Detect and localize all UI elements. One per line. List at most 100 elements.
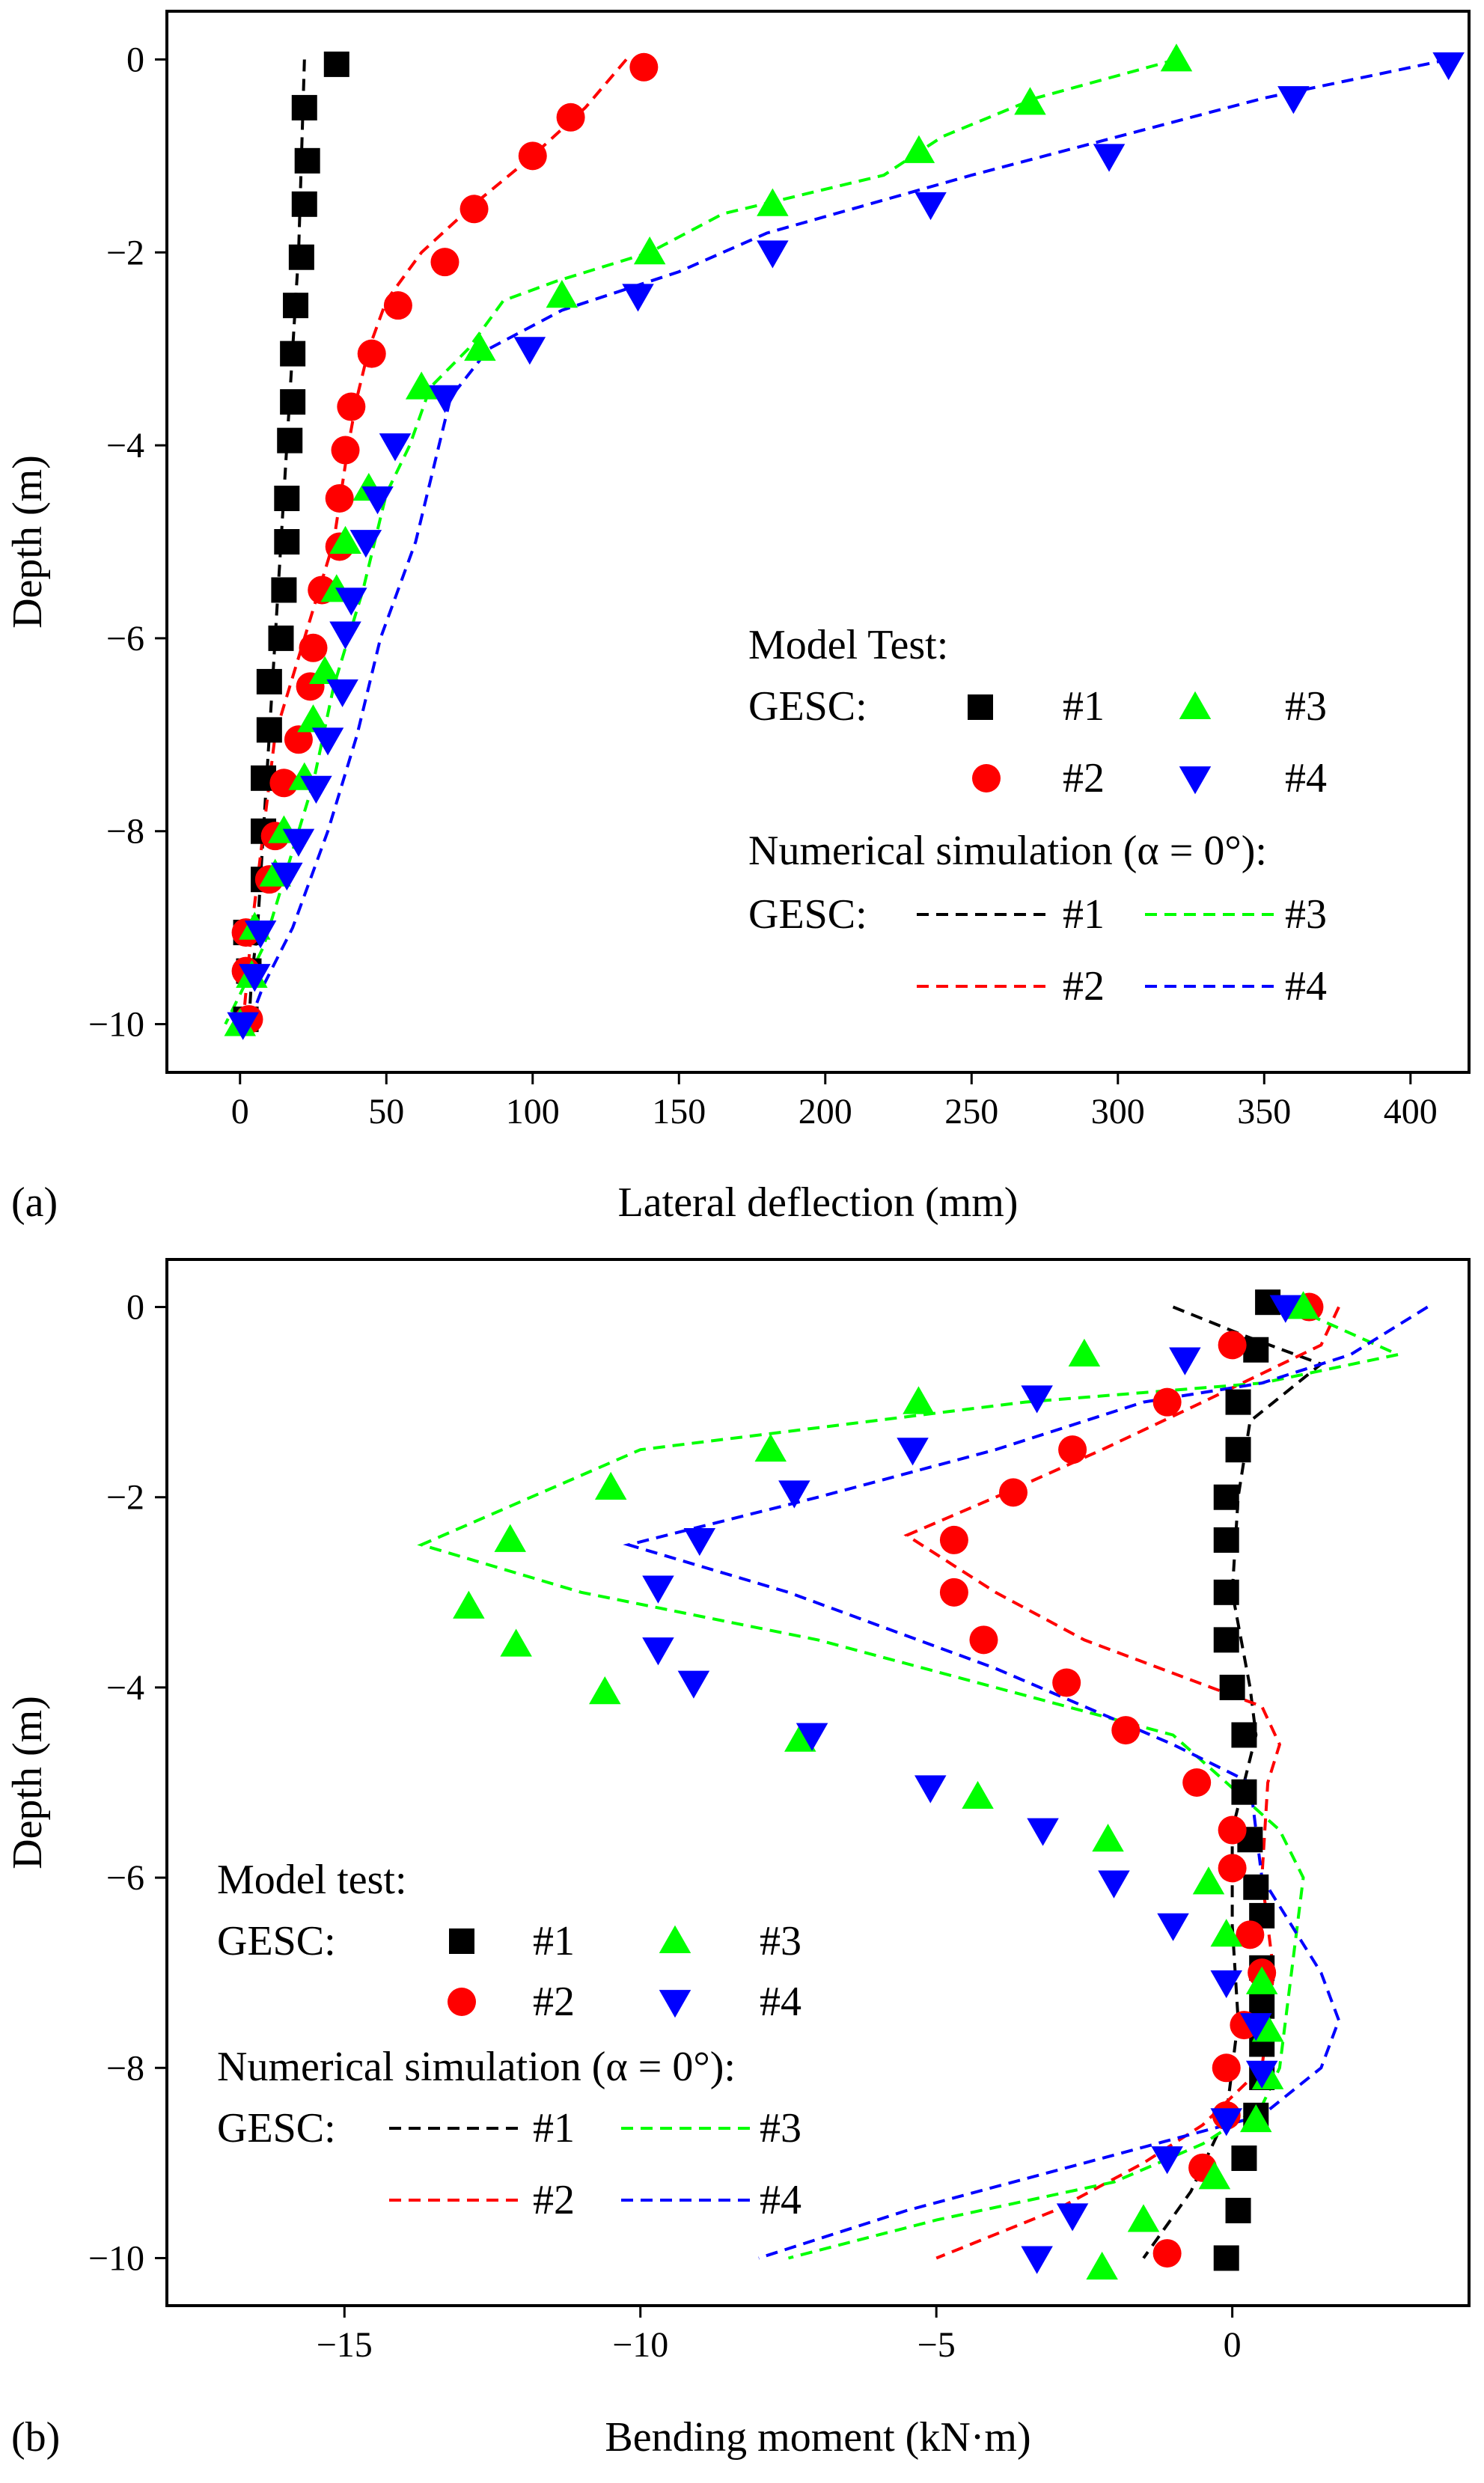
- test-series-3: [453, 1291, 1319, 2280]
- x-tick-label: 200: [799, 1092, 852, 1131]
- data-point-2: [1236, 1920, 1265, 1949]
- y-tick-label: −6: [106, 619, 144, 659]
- legend-sim-entry-4: #4: [1285, 963, 1327, 1010]
- legend-marker-4: [1179, 766, 1212, 795]
- data-point-4: [1277, 86, 1310, 114]
- panel-b-legend: Model test: GESC: #1 #3 #2 #4 Numerical …: [217, 1857, 801, 2223]
- data-point-4: [326, 679, 358, 708]
- data-point-4: [513, 337, 546, 365]
- data-point-1: [1231, 1722, 1257, 1748]
- data-point-3: [1251, 2014, 1284, 2042]
- data-point-2: [459, 195, 489, 224]
- sim-line-4: [247, 58, 1450, 1025]
- data-point-1: [280, 340, 306, 367]
- y-tick-label: 0: [126, 40, 144, 79]
- data-point-4: [349, 530, 382, 558]
- data-point-3: [494, 1524, 526, 1552]
- data-point-3: [464, 332, 496, 361]
- panel-b-y-title: Depth (m): [4, 1696, 51, 1869]
- data-point-4: [311, 727, 344, 756]
- sim-line-4: [623, 1305, 1429, 2260]
- y-tick-label: −10: [88, 2238, 144, 2278]
- data-point-3: [297, 704, 329, 733]
- data-point-1: [1213, 1527, 1239, 1553]
- legend-b-marker-1: [449, 1928, 474, 1954]
- legend-b-sim-entry-2: #2: [533, 2177, 575, 2223]
- data-point-1: [1213, 1627, 1239, 1653]
- legend-entry-4: #4: [1285, 755, 1327, 801]
- data-point-2: [939, 1578, 968, 1607]
- panel-b-x-ticks: −15 −10 −5 0: [317, 2306, 1242, 2365]
- legend-b-sim-title: Numerical simulation (α = 0°):: [217, 2044, 736, 2090]
- panel-a-y-ticks: 0 −2 −4 −6 −8 −10: [88, 40, 167, 1045]
- data-point-1: [1219, 1674, 1245, 1700]
- legend-marker-shape: [968, 694, 993, 720]
- legend-b-sim-entry-4: #4: [760, 2177, 801, 2223]
- y-tick-label: −6: [106, 1858, 144, 1898]
- panel-b-test-points: [453, 1289, 1324, 2280]
- legend-marker-3: [1179, 691, 1212, 719]
- legend-entry-2: #2: [1063, 755, 1105, 801]
- data-point-2: [999, 1478, 1027, 1507]
- data-point-3: [903, 135, 935, 163]
- data-point-2: [1182, 1768, 1212, 1797]
- legend-b-marker-2: [448, 1988, 476, 2016]
- data-point-4: [1056, 2203, 1089, 2232]
- data-point-3: [405, 371, 438, 400]
- data-point-1: [1225, 1437, 1251, 1463]
- data-point-4: [622, 284, 654, 312]
- y-tick-label: −8: [106, 812, 144, 852]
- data-point-4: [361, 486, 394, 515]
- data-point-4: [642, 1637, 674, 1666]
- data-point-3: [1210, 1919, 1242, 1947]
- legend-b-entry-3: #3: [760, 1918, 801, 1964]
- x-tick-label: −5: [917, 2325, 956, 2365]
- data-point-1: [291, 94, 317, 120]
- data-point-3: [757, 188, 789, 216]
- data-point-2: [1052, 1668, 1081, 1697]
- panel-a-label: (a): [11, 1179, 58, 1226]
- data-point-4: [914, 192, 947, 221]
- data-point-2: [629, 52, 659, 82]
- data-point-1: [274, 529, 300, 555]
- data-point-4: [1210, 1970, 1242, 1999]
- data-point-2: [1218, 1331, 1247, 1360]
- data-point-1: [1225, 1389, 1251, 1415]
- legend-b-entry-2: #2: [533, 1979, 575, 2025]
- data-point-1: [1213, 1579, 1239, 1605]
- data-point-3: [1198, 2161, 1231, 2190]
- legend-b-entry-4: #4: [760, 1979, 801, 2025]
- data-point-2: [518, 141, 547, 171]
- legend-sim-entry-3: #3: [1285, 891, 1327, 938]
- data-point-3: [589, 1676, 621, 1705]
- data-point-1: [277, 427, 303, 453]
- data-point-1: [294, 147, 320, 174]
- data-point-4: [244, 920, 277, 949]
- data-point-4: [1269, 1295, 1302, 1323]
- data-point-2: [1152, 1387, 1182, 1417]
- data-point-1: [256, 717, 282, 743]
- sim-line-3: [224, 58, 1177, 1025]
- legend-sim-entry-1: #1: [1063, 891, 1105, 938]
- legend-b-sim-entry-3: #3: [760, 2105, 801, 2151]
- data-point-3: [962, 1780, 994, 1809]
- legend-sim-title: Numerical simulation (α = 0°):: [748, 828, 1267, 874]
- x-tick-label: 300: [1091, 1092, 1145, 1131]
- data-point-3: [1014, 87, 1046, 115]
- data-point-4: [642, 1575, 674, 1604]
- data-point-4: [757, 240, 789, 269]
- data-point-3: [633, 236, 666, 265]
- data-point-1: [323, 51, 349, 77]
- test-series-4: [642, 1295, 1302, 2274]
- data-point-1: [1231, 1779, 1257, 1805]
- data-point-1: [1213, 1484, 1239, 1510]
- data-point-4: [1021, 2246, 1053, 2274]
- data-point-1: [1225, 2197, 1251, 2223]
- x-tick-label: −15: [317, 2325, 373, 2365]
- data-point-3: [1068, 1338, 1101, 1367]
- data-point-2: [1152, 2239, 1182, 2268]
- panel-b-x-title: Bending moment (kN·m): [605, 2414, 1030, 2461]
- x-tick-label: 100: [506, 1092, 560, 1131]
- data-point-4: [300, 775, 332, 804]
- data-point-1: [271, 577, 297, 603]
